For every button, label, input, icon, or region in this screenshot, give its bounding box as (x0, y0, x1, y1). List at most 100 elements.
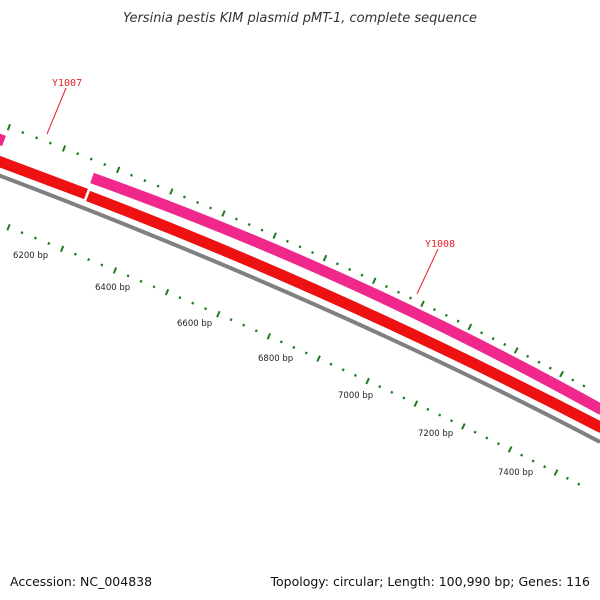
major-tick (112, 267, 118, 274)
topology-text: Topology: circular; Length: 100,990 bp; … (270, 574, 591, 589)
minor-tick (279, 340, 283, 344)
minor-tick (438, 413, 442, 417)
major-tick (116, 166, 121, 174)
gene-pointer-line (46, 87, 67, 135)
major-tick (513, 347, 519, 354)
minor-tick (292, 345, 296, 349)
minor-tick (496, 442, 500, 446)
bp-label: 7400 bp (498, 468, 533, 478)
major-tick (461, 423, 466, 430)
accession-text: Accession: NC_004838 (10, 574, 152, 589)
minor-tick (191, 301, 195, 305)
minor-tick (143, 179, 147, 183)
minor-tick (130, 173, 134, 177)
minor-tick (260, 228, 264, 232)
minor-tick (571, 378, 575, 382)
minor-tick (480, 331, 484, 335)
bp-label: 7200 bp (418, 429, 453, 439)
major-tick (272, 232, 277, 240)
minor-tick (89, 157, 93, 161)
major-tick (322, 254, 328, 262)
minor-tick (565, 476, 569, 480)
bp-label: 6600 bp (177, 319, 212, 329)
minor-tick (531, 459, 535, 463)
major-tick (6, 123, 11, 131)
minor-tick (397, 290, 401, 294)
minor-tick (341, 368, 345, 372)
minor-tick (444, 313, 448, 317)
minor-tick (537, 360, 541, 364)
minor-tick (353, 373, 357, 377)
major-tick (266, 332, 272, 340)
minor-tick (582, 384, 586, 388)
major-tick (413, 400, 419, 407)
tick-marks (6, 123, 586, 486)
minor-tick (390, 390, 394, 394)
minor-tick (335, 262, 339, 266)
minor-tick (182, 195, 186, 199)
minor-tick (503, 342, 507, 347)
minor-tick (48, 141, 52, 145)
minor-tick (196, 200, 200, 205)
minor-tick (311, 250, 314, 255)
minor-tick (491, 337, 495, 341)
minor-tick (247, 223, 251, 227)
minor-tick (285, 239, 289, 243)
minor-tick (520, 453, 524, 457)
map-title: Yersinia pestis KIM plasmid pMT-1, compl… (123, 11, 477, 26)
minor-tick (329, 362, 333, 366)
major-tick (420, 300, 425, 308)
minor-tick (178, 296, 182, 300)
major-tick (467, 323, 473, 331)
major-tick (507, 446, 513, 453)
minor-tick (485, 436, 489, 440)
minor-tick (73, 252, 77, 256)
bp-label: 6800 bp (258, 354, 293, 364)
minor-tick (76, 152, 80, 156)
major-tick (559, 370, 564, 378)
major-tick (59, 245, 65, 253)
minor-tick (543, 465, 547, 469)
minor-tick (204, 307, 208, 311)
minor-tick (378, 385, 382, 389)
minor-tick (348, 267, 352, 272)
minor-tick (409, 296, 413, 300)
cds-reverse-feature[interactable] (0, 155, 88, 200)
gene-label[interactable]: Y1007 (52, 78, 82, 89)
minor-tick (242, 323, 246, 327)
minor-tick (473, 430, 477, 434)
major-tick (216, 310, 221, 318)
minor-tick (360, 273, 364, 277)
minor-tick (402, 396, 406, 400)
minor-tick (456, 319, 460, 323)
cds-reverse-feature[interactable] (86, 190, 600, 433)
minor-tick (87, 258, 91, 262)
minor-tick (103, 162, 107, 167)
major-tick (6, 223, 11, 231)
cds-forward-feature[interactable] (0, 133, 6, 147)
cds-forward-feature[interactable] (90, 172, 600, 415)
minor-tick (156, 184, 160, 188)
bp-label: 7000 bp (338, 391, 373, 401)
minor-tick (577, 482, 581, 486)
major-tick (371, 277, 377, 285)
backbone-line (0, 173, 600, 444)
minor-tick (209, 206, 213, 210)
minor-tick (20, 231, 24, 235)
minor-tick (47, 241, 51, 245)
minor-tick (126, 274, 130, 278)
major-tick (164, 288, 170, 296)
minor-tick (254, 329, 258, 333)
gene-label[interactable]: Y1008 (425, 239, 455, 250)
minor-tick (450, 419, 454, 423)
minor-tick (384, 284, 388, 289)
major-tick (316, 355, 321, 362)
minor-tick (21, 131, 25, 135)
minor-tick (33, 236, 37, 240)
major-tick (61, 145, 67, 152)
minor-tick (526, 354, 530, 358)
minor-tick (548, 366, 552, 370)
major-tick (553, 469, 559, 476)
major-tick (365, 377, 370, 385)
